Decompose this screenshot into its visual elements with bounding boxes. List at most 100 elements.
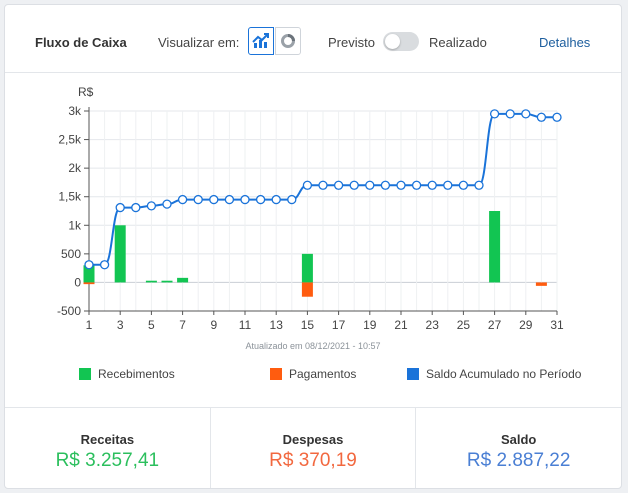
y-tick-label: 3k bbox=[68, 104, 82, 118]
balance-point bbox=[333, 180, 344, 190]
y-tick-label: 0 bbox=[74, 275, 81, 289]
payment-bar bbox=[535, 282, 547, 286]
balance-point bbox=[255, 194, 266, 205]
legend-balance[interactable]: Saldo Acumulado no Período bbox=[407, 367, 581, 381]
balance-point bbox=[177, 194, 188, 205]
balance-point bbox=[411, 180, 422, 190]
y-unit-label: R$ bbox=[78, 85, 94, 99]
balance-point bbox=[552, 112, 562, 122]
receipt-bar bbox=[145, 280, 157, 283]
balance-point bbox=[505, 109, 515, 119]
receipt-bar bbox=[489, 211, 501, 283]
balance-point bbox=[302, 180, 313, 190]
legend-balance-label: Saldo Acumulado no Período bbox=[426, 367, 582, 381]
balance-point bbox=[224, 194, 235, 205]
y-tick-label: 2k bbox=[68, 161, 82, 175]
receipt-bar bbox=[114, 225, 126, 283]
card-header: Fluxo de Caixa Visualizar em: Previsto R… bbox=[5, 5, 621, 73]
balance-point bbox=[396, 180, 406, 190]
legend-receipts-swatch bbox=[79, 368, 91, 380]
x-tick-label: 29 bbox=[519, 318, 533, 332]
y-tick-label: 1k bbox=[68, 218, 82, 232]
despesas-value: R$ 370,19 bbox=[269, 450, 357, 471]
balance-point bbox=[443, 180, 453, 190]
legend-payments[interactable]: Pagamentos bbox=[270, 367, 356, 381]
balance-point bbox=[536, 112, 547, 122]
donut-view-button[interactable] bbox=[275, 27, 301, 55]
balance-point bbox=[489, 109, 500, 119]
toggle-left-label: Previsto bbox=[328, 35, 375, 50]
receipt-bar bbox=[177, 277, 189, 283]
payment-bar bbox=[301, 282, 313, 297]
saldo-value: R$ 2.887,22 bbox=[466, 450, 571, 471]
x-tick-label: 11 bbox=[239, 318, 252, 332]
x-tick-label: 31 bbox=[550, 318, 564, 332]
legend-receipts[interactable]: Recebimentos bbox=[79, 367, 175, 381]
balance-point bbox=[380, 180, 391, 190]
y-tick-label: -500 bbox=[57, 304, 81, 318]
x-tick-label: 27 bbox=[488, 318, 502, 332]
despesas-label: Despesas bbox=[282, 432, 344, 447]
legend-balance-swatch bbox=[407, 368, 419, 380]
x-tick-label: 5 bbox=[148, 318, 155, 332]
payment-bar bbox=[83, 282, 95, 285]
updated-timestamp: Atualizado em 08/12/2021 - 10:57 bbox=[245, 341, 380, 351]
balance-point bbox=[318, 180, 328, 190]
x-tick-label: 23 bbox=[426, 318, 440, 332]
card-title: Fluxo de Caixa bbox=[35, 35, 127, 50]
receipt-bar bbox=[301, 253, 313, 283]
x-tick-label: 9 bbox=[210, 318, 217, 332]
balance-point bbox=[146, 201, 157, 211]
receitas-label: Receitas bbox=[80, 432, 135, 447]
balance-point bbox=[209, 194, 219, 205]
summary-saldo: Saldo R$ 2.887,22 bbox=[416, 408, 621, 488]
line-chart-icon bbox=[252, 33, 269, 48]
y-tick-label: 1,5k bbox=[58, 190, 82, 204]
receitas-value: R$ 3.257,41 bbox=[55, 450, 160, 471]
balance-point bbox=[271, 194, 281, 205]
balance-point bbox=[99, 260, 110, 270]
x-tick-label: 1 bbox=[86, 318, 93, 332]
x-tick-label: 19 bbox=[363, 318, 377, 332]
legend-payments-label: Pagamentos bbox=[289, 367, 357, 381]
y-tick-label: 500 bbox=[61, 247, 81, 261]
summary-footer: Receitas R$ 3.257,41 Despesas R$ 370,19 … bbox=[5, 407, 621, 488]
toggle-knob bbox=[385, 34, 400, 49]
x-tick-label: 3 bbox=[117, 318, 124, 332]
line-view-button[interactable] bbox=[248, 27, 274, 55]
balance-point bbox=[521, 109, 531, 119]
balance-point bbox=[427, 180, 437, 190]
x-tick-label: 7 bbox=[179, 318, 186, 332]
receipt-bar bbox=[83, 265, 95, 283]
x-tick-label: 25 bbox=[457, 318, 471, 332]
summary-despesas: Despesas R$ 370,19 bbox=[211, 408, 417, 488]
balance-point bbox=[115, 202, 125, 213]
balance-point bbox=[131, 202, 141, 213]
details-link[interactable]: Detalhes bbox=[539, 35, 591, 50]
balance-point bbox=[240, 194, 250, 205]
summary-receitas: Receitas R$ 3.257,41 bbox=[5, 408, 211, 488]
balance-point bbox=[349, 180, 359, 190]
x-tick-label: 17 bbox=[332, 318, 346, 332]
y-tick-label: 2,5k bbox=[58, 133, 82, 147]
forecast-realized-toggle[interactable] bbox=[383, 32, 419, 51]
saldo-label: Saldo bbox=[500, 432, 537, 447]
x-tick-label: 15 bbox=[301, 318, 315, 332]
toggle-right-label: Realizado bbox=[429, 35, 487, 50]
donut-chart-icon bbox=[281, 34, 295, 48]
balance-point bbox=[287, 194, 297, 205]
cash-flow-card: Fluxo de Caixa Visualizar em: Previsto R… bbox=[4, 4, 622, 489]
balance-point bbox=[193, 194, 203, 205]
balance-point bbox=[458, 180, 469, 190]
x-tick-label: 13 bbox=[270, 318, 284, 332]
balance-point bbox=[474, 180, 484, 190]
receipt-bar bbox=[161, 280, 173, 283]
legend-payments-swatch bbox=[270, 368, 282, 380]
balance-point bbox=[162, 199, 172, 209]
balance-point bbox=[365, 180, 375, 190]
view-label: Visualizar em: bbox=[158, 35, 240, 50]
balance-point bbox=[84, 260, 94, 270]
legend-receipts-label: Recebimentos bbox=[98, 367, 175, 381]
x-tick-label: 21 bbox=[394, 318, 408, 332]
